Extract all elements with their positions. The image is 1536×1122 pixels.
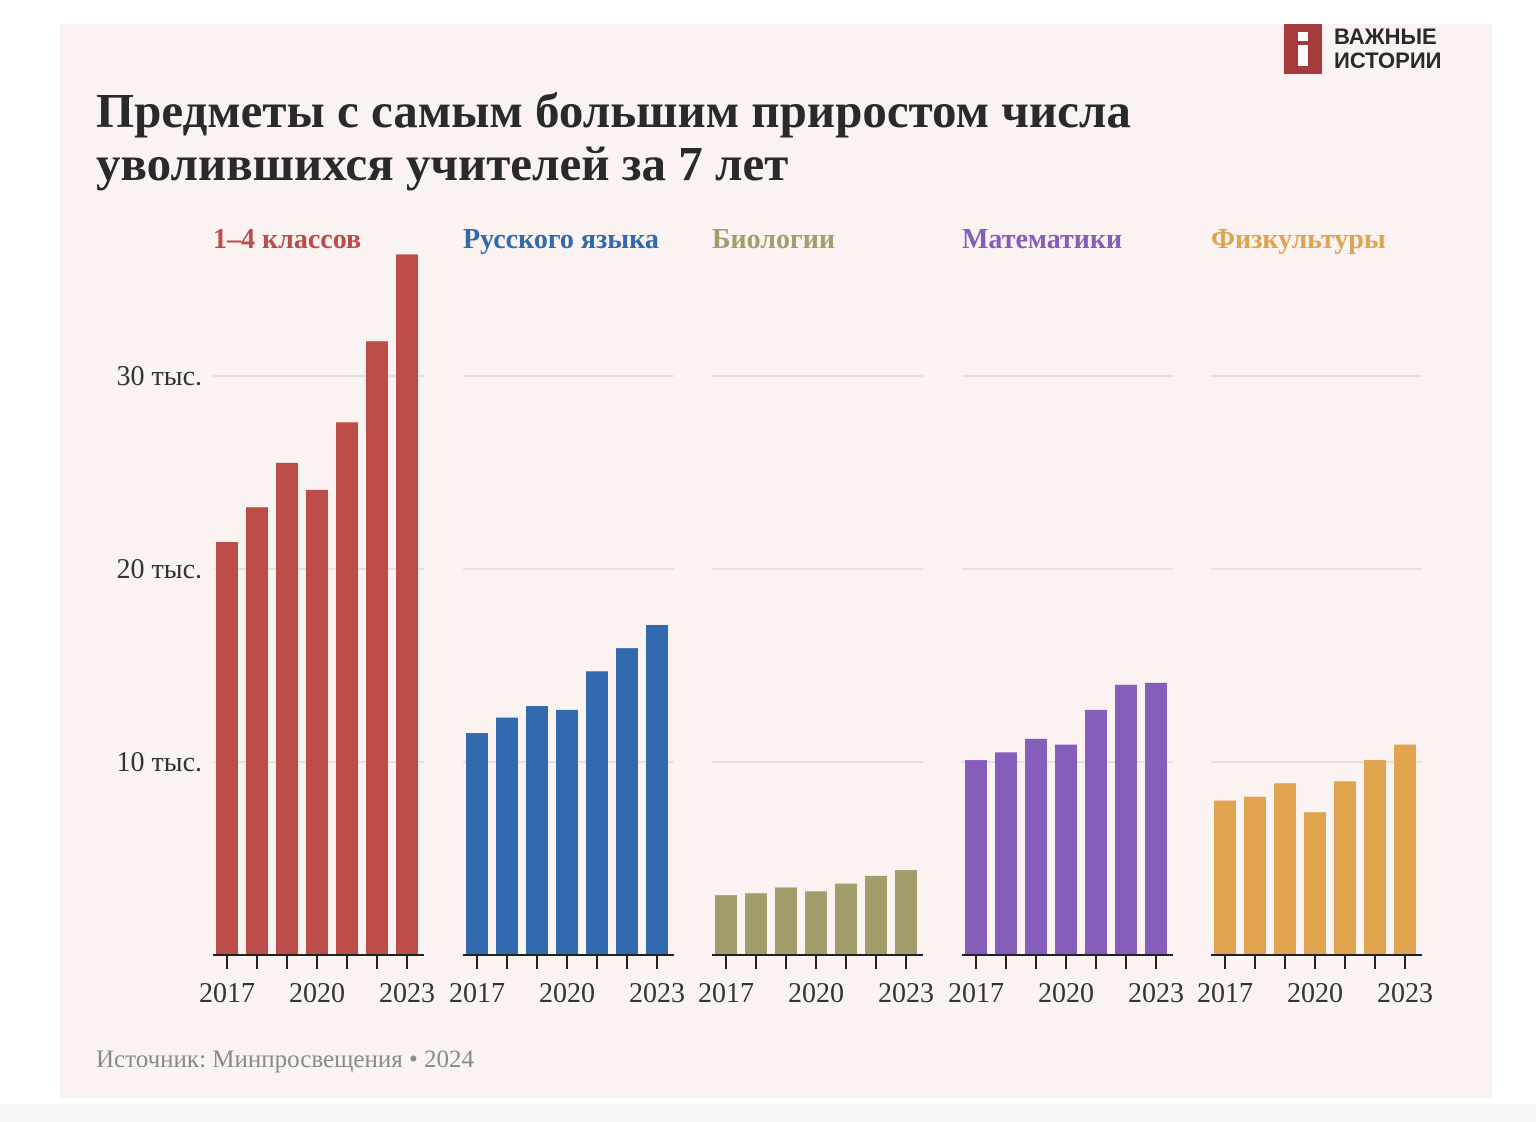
- y-tick-label: 20 тыс.: [117, 554, 202, 585]
- bar: [246, 507, 268, 955]
- x-tick-label: 2023: [1128, 978, 1184, 1009]
- logo-text: ВАЖНЫЕ ИСТОРИИ: [1334, 25, 1441, 73]
- chart-title-line-1: Предметы с самым большим приростом числа: [96, 83, 1131, 138]
- x-tick-label: 2017: [449, 978, 505, 1009]
- bar: [1115, 684, 1137, 955]
- bar: [276, 462, 298, 955]
- chart-card: ВАЖНЫЕ ИСТОРИИ Предметы с самым большим …: [60, 24, 1492, 1098]
- bar: [1055, 744, 1077, 955]
- bar: [1304, 812, 1326, 955]
- x-tick-label: 2023: [878, 978, 934, 1009]
- x-tick-label: 2023: [629, 978, 685, 1009]
- panel-label: Математики: [962, 224, 1122, 255]
- x-tick-label: 2023: [1377, 978, 1433, 1009]
- logo-line-2: ИСТОРИИ: [1334, 48, 1442, 73]
- bar: [556, 709, 578, 955]
- brand-logo: ВАЖНЫЕ ИСТОРИИ: [1284, 24, 1441, 74]
- bar: [496, 717, 518, 955]
- x-tick-label: 2017: [1197, 978, 1253, 1009]
- bar: [586, 671, 608, 955]
- bar: [646, 624, 668, 955]
- bar: [995, 752, 1017, 955]
- x-tick-label: 2020: [788, 978, 844, 1009]
- bar: [965, 760, 987, 955]
- page-bottom-strip: [0, 1104, 1536, 1122]
- bar: [1244, 796, 1266, 955]
- source-note: Источник: Минпросвещения • 2024: [96, 1046, 474, 1073]
- small-multiples-bar-chart: 10 тыс. 20 тыс. 30 тыс. 1–4 классов 2017 2020…: [117, 224, 1433, 1009]
- bar: [715, 895, 737, 955]
- panel-label: Биологии: [712, 224, 835, 255]
- bar: [835, 883, 857, 955]
- bar: [366, 341, 388, 955]
- x-tick-label: 2020: [539, 978, 595, 1009]
- bar: [1025, 738, 1047, 955]
- x-tick-label: 2020: [1038, 978, 1094, 1009]
- bar: [1334, 781, 1356, 955]
- y-tick-label: 30 тыс.: [117, 361, 202, 392]
- bar: [805, 891, 827, 955]
- bar: [616, 648, 638, 955]
- bar: [775, 887, 797, 955]
- bar: [466, 733, 488, 955]
- chart-title: Предметы с самым большим приростом числа…: [96, 84, 1236, 190]
- logo-i-icon: [1284, 24, 1322, 74]
- chart-title-line-2: уволившихся учителей за 7 лет: [96, 136, 789, 191]
- x-tick-label: 2017: [199, 978, 255, 1009]
- panel-label: Физкультуры: [1211, 224, 1386, 255]
- x-tick-label: 2020: [1287, 978, 1343, 1009]
- bar: [396, 254, 418, 955]
- y-tick-label: 10 тыс.: [117, 747, 202, 778]
- x-tick-label: 2023: [379, 978, 435, 1009]
- bar: [1394, 744, 1416, 955]
- bar: [1364, 760, 1386, 955]
- bar: [895, 870, 917, 955]
- logo-line-1: ВАЖНЫЕ: [1334, 24, 1437, 49]
- bar: [865, 875, 887, 955]
- bar: [216, 541, 238, 955]
- bar: [336, 422, 358, 955]
- panel-label: 1–4 классов: [213, 224, 361, 255]
- x-tick-label: 2017: [698, 978, 754, 1009]
- bar: [1085, 709, 1107, 955]
- bar: [1274, 783, 1296, 955]
- x-tick-label: 2017: [948, 978, 1004, 1009]
- bar: [1145, 682, 1167, 955]
- bar: [306, 489, 328, 955]
- bar: [526, 706, 548, 955]
- bar: [745, 893, 767, 955]
- panel-label: Русского языка: [463, 224, 659, 255]
- x-tick-label: 2020: [289, 978, 345, 1009]
- bar: [1214, 800, 1236, 955]
